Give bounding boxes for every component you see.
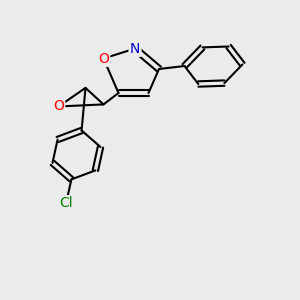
- Text: Cl: Cl: [59, 196, 73, 210]
- Text: O: O: [98, 52, 109, 65]
- Text: N: N: [130, 42, 140, 56]
- Text: O: O: [53, 100, 64, 113]
